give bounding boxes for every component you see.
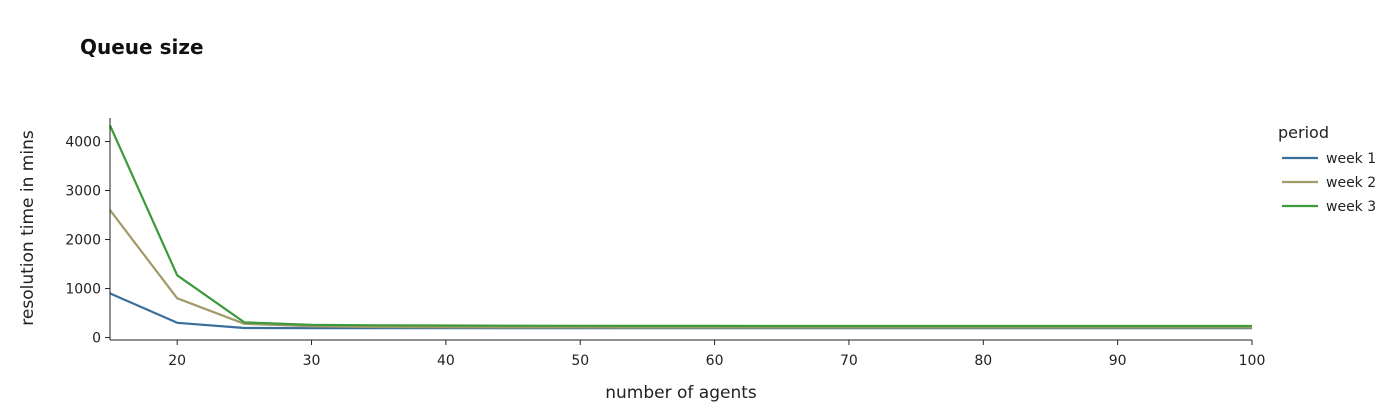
- series-line-week-3: [108, 124, 1252, 328]
- y-ticks: 0 1000 2000 3000 4000: [65, 135, 110, 347]
- chart-title: Queue size: [80, 35, 204, 59]
- legend-title: period: [1278, 123, 1329, 142]
- x-tick-label: 100: [1239, 353, 1266, 369]
- x-tick-label: 40: [437, 353, 455, 369]
- y-tick-label: 3000: [65, 184, 101, 200]
- x-ticks: 20 30 40 50 60 70 80 90 100: [168, 340, 1265, 369]
- y-tick-label: 2000: [65, 233, 101, 249]
- legend: period week 1 week 2 week 3: [1278, 123, 1376, 215]
- series-line-week-2: [109, 209, 1252, 329]
- x-tick-label: 30: [303, 353, 321, 369]
- y-axis-label: resolution time in mins: [18, 130, 38, 326]
- y-tick-label: 4000: [65, 135, 101, 151]
- legend-label: week 2: [1326, 175, 1376, 191]
- y-tick-label: 0: [92, 331, 101, 347]
- x-tick-label: 20: [168, 353, 186, 369]
- plot-area: [108, 124, 1252, 330]
- x-tick-label: 70: [840, 353, 858, 369]
- x-tick-label: 90: [1109, 353, 1127, 369]
- legend-label: week 1: [1326, 151, 1376, 167]
- x-axis-label: number of agents: [605, 383, 757, 403]
- x-tick-label: 50: [571, 353, 589, 369]
- x-tick-label: 80: [974, 353, 992, 369]
- legend-label: week 3: [1326, 199, 1376, 215]
- x-tick-label: 60: [706, 353, 724, 369]
- y-tick-label: 1000: [65, 282, 101, 298]
